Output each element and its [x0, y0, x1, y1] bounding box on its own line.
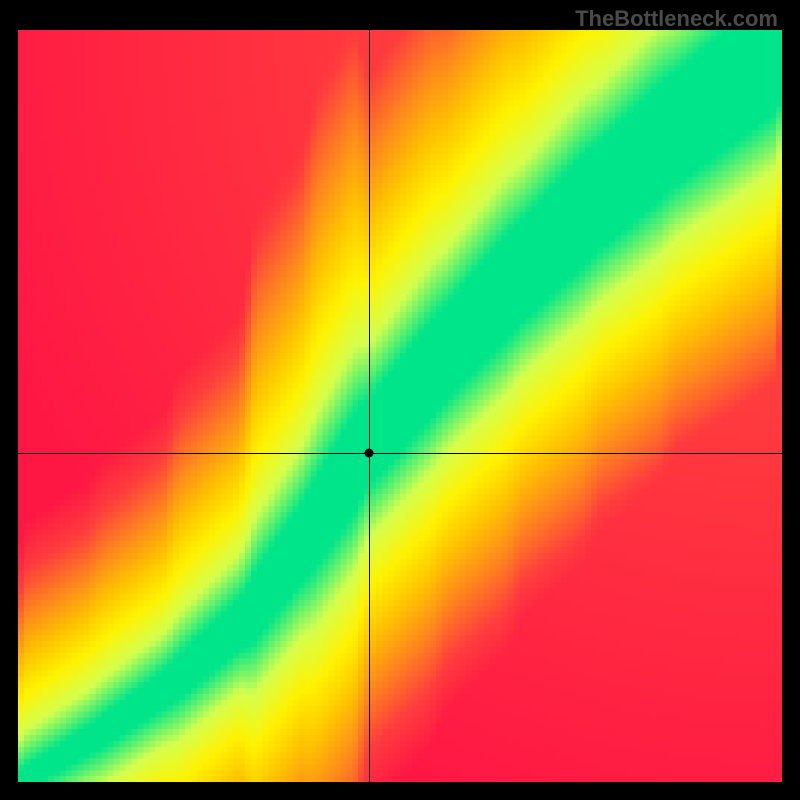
heatmap-canvas: [18, 30, 782, 782]
crosshair-horizontal: [18, 453, 782, 454]
crosshair-vertical: [369, 30, 370, 782]
plot-area: [18, 30, 782, 782]
watermark-text: TheBottleneck.com: [575, 6, 778, 32]
crosshair-marker: [364, 448, 373, 457]
